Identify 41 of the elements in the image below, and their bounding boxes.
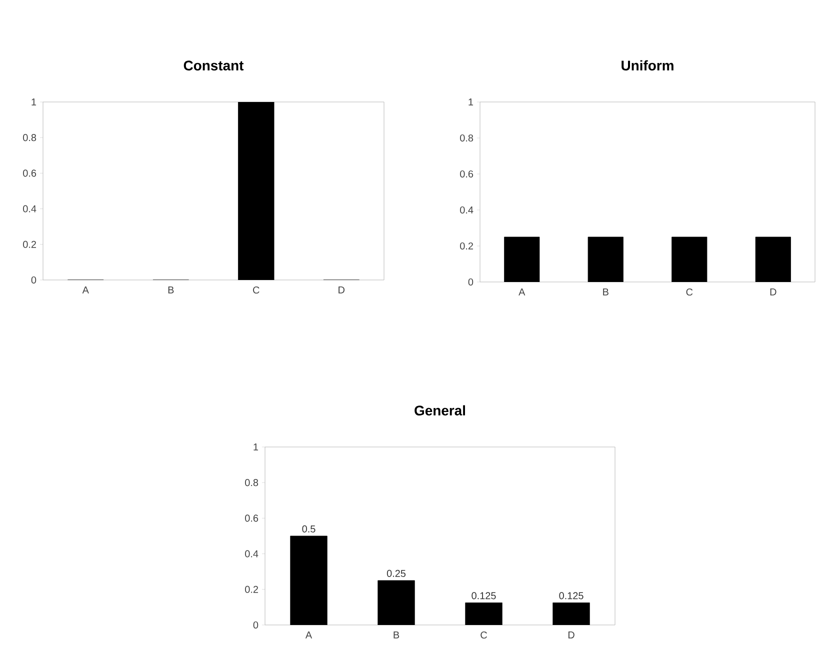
bar	[290, 536, 328, 625]
chart-title: General	[414, 405, 465, 416]
y-tick-label: 0	[253, 621, 258, 629]
chart-title: Constant	[184, 60, 244, 70]
y-tick-label: 0.2	[245, 586, 258, 593]
x-tick-label: D	[770, 288, 776, 296]
bar	[552, 602, 590, 625]
x-tick-label: B	[603, 288, 608, 296]
y-tick-label: 0.8	[245, 479, 258, 486]
data-label: 0.125	[559, 592, 584, 600]
chart-title: Uniform	[622, 60, 674, 70]
x-tick-label: A	[518, 288, 526, 296]
y-tick-label: 0.8	[23, 134, 36, 142]
x-tick-label: B	[168, 286, 174, 294]
bar	[378, 580, 415, 625]
data-label: 0.25	[386, 570, 406, 577]
x-tick-label: B	[394, 632, 400, 638]
x-tick-label: D	[568, 632, 574, 638]
y-tick-label: 0.4	[460, 206, 474, 214]
y-tick-label: 0.6	[23, 170, 36, 177]
y-tick-label: 1	[254, 444, 258, 450]
data-label: 0.5	[302, 525, 316, 532]
bar	[465, 602, 502, 625]
x-tick-label: C	[253, 286, 260, 294]
y-tick-label: 0.2	[23, 240, 36, 248]
x-tick-label: D	[338, 286, 344, 294]
x-tick-label: A	[82, 286, 89, 294]
x-tick-label: C	[480, 632, 487, 639]
y-tick-label: 0.4	[23, 205, 36, 212]
y-tick-label: 0	[468, 278, 474, 286]
y-tick-label: 0.4	[245, 550, 258, 558]
data-label: 0.125	[472, 592, 496, 600]
y-tick-label: 0.2	[460, 242, 473, 250]
y-tick-label: 0.8	[460, 134, 474, 142]
y-tick-label: 0	[31, 276, 36, 284]
y-tick-label: 1	[32, 98, 36, 106]
x-tick-label: A	[305, 632, 312, 638]
y-tick-label: 1	[468, 98, 474, 106]
x-tick-label: C	[686, 288, 693, 296]
y-tick-label: 0.6	[460, 170, 474, 178]
y-tick-label: 0.6	[245, 514, 258, 522]
